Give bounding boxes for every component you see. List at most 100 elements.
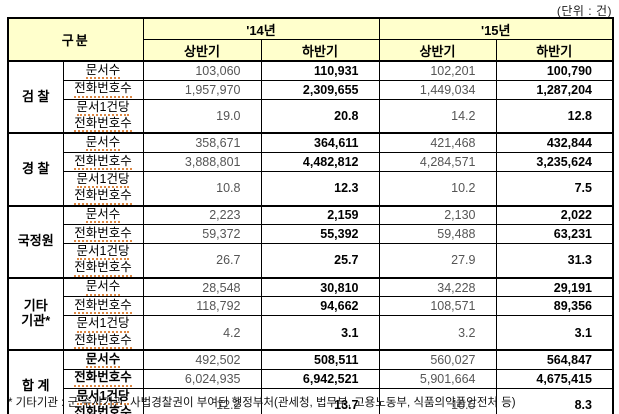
value-cell: 2,130 [378, 204, 497, 225]
table-header: 구분 '14년 '15년 상반기 하반기 상반기 하반기 [7, 17, 614, 62]
row-label: 문서1건당 전화번호수 [62, 387, 144, 414]
value-cell: 25.7 [260, 242, 380, 279]
table-row: 합 계 문서수 492,502 508,511 560,027 564,847 [7, 348, 614, 414]
table-row: 검 찰 문서수 103,060 110,931 102,201 100,790 [7, 60, 614, 134]
value-cell: 4,675,415 [495, 368, 614, 389]
value-cell: 118,792 [142, 296, 262, 317]
table-row: 문서1건당 전화번호수 19.0 20.8 14.2 12.8 [8, 98, 614, 134]
value-cell: 30,810 [260, 276, 380, 298]
value-cell: 14.2 [378, 98, 497, 134]
value-cell: 28,548 [142, 276, 262, 298]
value-cell: 1,449,034 [378, 79, 497, 100]
value-cell: 12.2 [142, 387, 262, 414]
header-half-15-1: 상반기 [378, 39, 497, 62]
table-row: 전화번호수 59,372 55,392 59,488 63,231 [8, 224, 614, 244]
group-label-other-agencies: 기타 기관* [7, 276, 64, 351]
value-cell: 3.1 [495, 315, 614, 351]
header-year-14: '14년 [142, 17, 380, 40]
row-label: 문서수 [62, 204, 144, 225]
value-cell: 564,847 [495, 349, 614, 370]
value-cell: 110,931 [260, 60, 380, 81]
row-label: 문서1건당 전화번호수 [62, 315, 144, 351]
value-cell: 6,942,521 [260, 368, 380, 389]
header-half-14-2: 하반기 [260, 39, 380, 62]
table-row: 전화번호수 6,024,935 6,942,521 5,901,664 4,67… [8, 368, 614, 389]
value-cell: 358,671 [142, 132, 262, 153]
header-row-years: 구분 '14년 '15년 [7, 17, 614, 62]
group-label-police: 경 찰 [7, 132, 64, 207]
value-cell: 100,790 [495, 60, 614, 81]
value-cell: 34,228 [378, 276, 497, 298]
row-label: 문서수 [62, 60, 144, 81]
table-row: 전화번호수 118,792 94,662 108,571 89,356 [8, 296, 614, 317]
value-cell: 59,372 [142, 224, 262, 244]
value-cell: 12.3 [260, 170, 380, 207]
value-cell: 20.8 [260, 98, 380, 134]
value-cell: 29,191 [495, 276, 614, 298]
header-half-14-1: 상반기 [142, 39, 262, 62]
value-cell: 31.3 [495, 242, 614, 279]
row-label: 전화번호수 [62, 368, 144, 389]
value-cell: 63,231 [495, 224, 614, 244]
header-gubun: 구분 [7, 17, 144, 62]
row-label: 문서수 [62, 349, 144, 370]
table-row: 문서1건당 전화번호수 4.2 3.1 3.2 3.1 [8, 315, 614, 351]
value-cell: 94,662 [260, 296, 380, 317]
value-cell: 1,287,204 [495, 79, 614, 100]
table-row: 문서1건당 전화번호수 10.8 12.3 10.2 7.5 [8, 170, 614, 207]
value-cell: 3,235,624 [495, 151, 614, 172]
value-cell: 4,284,571 [378, 151, 497, 172]
value-cell: 492,502 [142, 349, 262, 370]
value-cell: 2,159 [260, 204, 380, 225]
value-cell: 508,511 [260, 349, 380, 370]
table-row: 국정원 문서수 2,223 2,159 2,130 2,022 [7, 204, 614, 279]
value-cell: 10.8 [142, 170, 262, 207]
value-cell: 432,844 [495, 132, 614, 153]
value-cell: 2,309,655 [260, 79, 380, 100]
row-label: 문서수 [62, 132, 144, 153]
value-cell: 4.2 [142, 315, 262, 351]
value-cell: 12.8 [495, 98, 614, 134]
table-row: 전화번호수 3,888,801 4,482,812 4,284,571 3,23… [8, 151, 614, 172]
value-cell: 421,468 [378, 132, 497, 153]
value-cell: 2,223 [142, 204, 262, 225]
row-label: 전화번호수 [62, 151, 144, 172]
value-cell: 10.5 [378, 387, 497, 414]
table-row: 기타 기관* 문서수 28,548 30,810 34,228 29,191 [7, 276, 614, 351]
value-cell: 26.7 [142, 242, 262, 279]
group-label-nis: 국정원 [7, 204, 64, 279]
header-row-halves: 상반기 하반기 상반기 하반기 [8, 39, 614, 62]
value-cell: 6,024,935 [142, 368, 262, 389]
value-cell: 59,488 [378, 224, 497, 244]
value-cell: 19.0 [142, 98, 262, 134]
table-row: 문서1건당 전화번호수 12.2 13.7 10.5 8.3 [8, 387, 614, 414]
table-body: 검 찰 문서수 103,060 110,931 102,201 100,790 … [7, 60, 614, 414]
value-cell: 2,022 [495, 204, 614, 225]
value-cell: 3.1 [260, 315, 380, 351]
value-cell: 103,060 [142, 60, 262, 81]
row-label: 문서1건당 전화번호수 [62, 170, 144, 207]
row-label: 문서1건당 전화번호수 [62, 98, 144, 134]
value-cell: 102,201 [378, 60, 497, 81]
value-cell: 7.5 [495, 170, 614, 207]
group-label-prosecution: 검 찰 [7, 60, 64, 134]
unit-note: (단위 : 건) [556, 4, 612, 18]
value-cell: 55,392 [260, 224, 380, 244]
value-cell: 27.9 [378, 242, 497, 279]
header-year-15: '15년 [378, 17, 614, 40]
table-row: 경 찰 문서수 358,671 364,611 421,468 432,844 [7, 132, 614, 207]
header-half-15-2: 하반기 [495, 39, 614, 62]
table-row: 문서1건당 전화번호수 26.7 25.7 27.9 31.3 [8, 242, 614, 279]
footnote: * 기타기관 : 군 수사기관, 사법경찰권이 부여된 행정부처(관세청, 법무… [8, 397, 516, 409]
value-cell: 560,027 [378, 349, 497, 370]
value-cell: 3,888,801 [142, 151, 262, 172]
value-cell: 5,901,664 [378, 368, 497, 389]
value-cell: 10.2 [378, 170, 497, 207]
value-cell: 3.2 [378, 315, 497, 351]
value-cell: 1,957,970 [142, 79, 262, 100]
value-cell: 8.3 [495, 387, 614, 414]
value-cell: 89,356 [495, 296, 614, 317]
row-label: 문서수 [62, 276, 144, 298]
row-label: 전화번호수 [62, 79, 144, 100]
